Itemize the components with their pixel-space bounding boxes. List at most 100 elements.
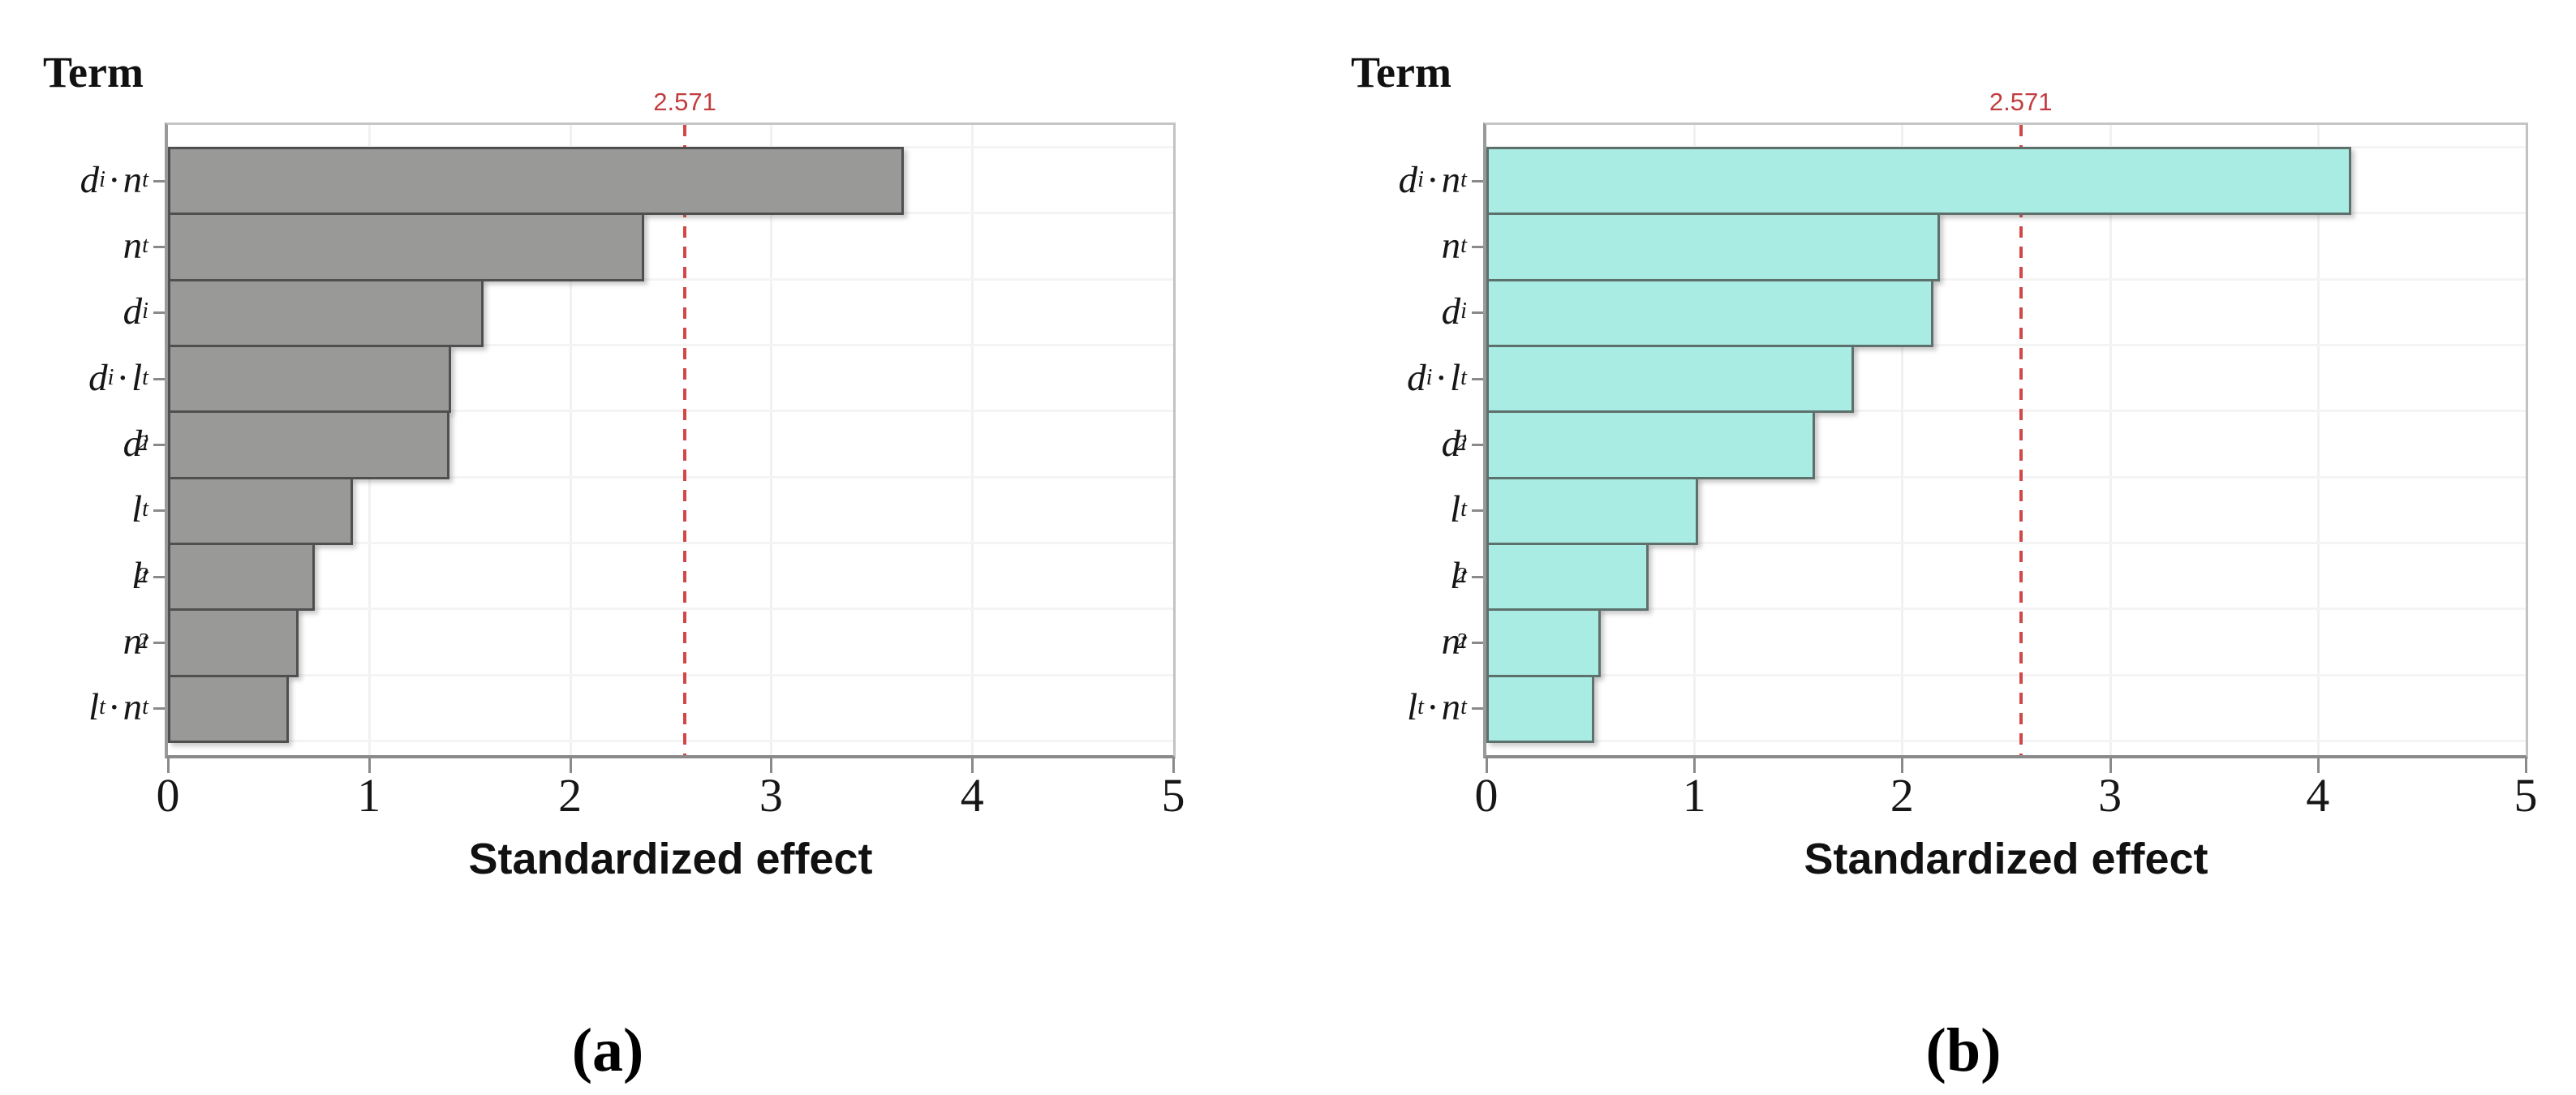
y-axis-tick [1472, 311, 1483, 315]
bar-dᵢ² [1486, 410, 1815, 479]
term-label-part: · [1426, 158, 1439, 201]
term-label-part: 2 [1456, 629, 1467, 654]
y-axis-tick [1472, 179, 1483, 182]
bar-lₜ² [168, 542, 315, 612]
term-label-part: n [1441, 224, 1461, 267]
gridline-vertical [770, 125, 773, 755]
y-axis-title: Term [1351, 48, 1451, 97]
term-label-part: l [1450, 554, 1461, 597]
term-label-part: t [1460, 166, 1467, 192]
x-axis-tick [971, 758, 974, 773]
y-axis-tick [1472, 245, 1483, 248]
y-axis-tick [153, 179, 165, 182]
x-tick-label: 2 [1890, 769, 1914, 822]
term-label-part: i [99, 166, 105, 192]
gridline-horizontal [168, 673, 1173, 676]
gridline-horizontal [168, 410, 1173, 413]
bar-lₜ [168, 476, 353, 545]
x-axis-title: Standardized effect [468, 835, 873, 883]
term-label-part: l [88, 686, 100, 729]
term-label-part: t [99, 694, 105, 720]
gridline-horizontal [168, 608, 1173, 611]
reference-line [2019, 125, 2023, 755]
bar-dᵢ·nₜ [168, 147, 904, 216]
term-label-part: 2 [1456, 563, 1467, 588]
y-axis-tick [1472, 377, 1483, 380]
x-axis-tick [1901, 758, 1904, 773]
x-axis-tick [2316, 758, 2320, 773]
gridline-horizontal [1486, 673, 2526, 676]
y-axis-tick [153, 443, 165, 446]
term-label-part: n [1441, 620, 1461, 663]
y-axis-tick [1472, 509, 1483, 513]
term-label-part: l [1407, 686, 1418, 729]
y-axis-tick [153, 641, 165, 644]
term-label-part: · [1426, 686, 1439, 729]
term-label-part: l [1450, 356, 1461, 399]
gridline-vertical [971, 125, 974, 755]
bar-dᵢ·lₜ [168, 344, 451, 414]
bar-dᵢ·lₜ [1486, 344, 1854, 414]
bar-lₜ·nₜ [168, 674, 289, 743]
term-label-part: 2 [1456, 431, 1467, 456]
term-label-part: l [131, 554, 143, 597]
term-label-part: i [1460, 430, 1467, 456]
x-tick-label: 2 [558, 769, 583, 822]
bar-dᵢ² [168, 410, 449, 479]
term-label-part: 2 [137, 563, 148, 588]
bar-nₜ [168, 213, 644, 281]
term-label-part: t [142, 166, 148, 192]
term-label-part: n [1441, 158, 1461, 201]
y-axis-tick [153, 575, 165, 578]
term-label-part: d [88, 356, 108, 399]
gridline-horizontal [168, 739, 1173, 742]
gridline-horizontal [1486, 541, 2526, 544]
bar-lₜ·nₜ [1486, 674, 1594, 743]
bar-nₜ² [1486, 608, 1601, 677]
subfigure-caption-a: (a) [571, 1016, 644, 1084]
bar-dᵢ [1486, 278, 1933, 347]
term-label-part: n [1441, 686, 1461, 729]
term-label-part: i [1460, 298, 1467, 324]
term-label-part: · [108, 686, 121, 729]
term-label-part: · [108, 158, 121, 201]
term-label-part: · [116, 356, 130, 399]
subfigure-caption-b: (b) [1925, 1016, 2002, 1084]
gridline-vertical [2109, 125, 2112, 755]
x-axis-tick [2109, 758, 2112, 773]
bar-dᵢ [168, 278, 484, 347]
term-label-part: d [1407, 356, 1426, 399]
plot-area-a [153, 122, 1176, 773]
term-label-part: · [1434, 356, 1448, 399]
term-label-part: d [1441, 290, 1461, 333]
term-label-part: t [142, 496, 148, 522]
x-axis-tick [368, 758, 371, 773]
term-label-part: d [80, 158, 100, 201]
term-label-part: t [1417, 694, 1424, 720]
x-tick-label: 5 [2514, 769, 2538, 822]
term-label-part: l [1450, 488, 1461, 531]
term-label-part: i [107, 364, 114, 390]
term-label-part: d [123, 290, 143, 333]
term-label-part: i [142, 430, 148, 456]
gridline-horizontal [1486, 410, 2526, 413]
x-axis-tick [167, 758, 170, 773]
y-axis-tick [153, 311, 165, 315]
y-axis-tick [1472, 707, 1483, 711]
gridline-horizontal [1486, 343, 2526, 346]
term-label-part: i [1417, 166, 1424, 192]
term-label-part: l [131, 488, 143, 531]
term-label-part: t [1460, 496, 1467, 522]
plot-area-b [1472, 122, 2528, 773]
term-label: l t · n t [0, 675, 1467, 741]
